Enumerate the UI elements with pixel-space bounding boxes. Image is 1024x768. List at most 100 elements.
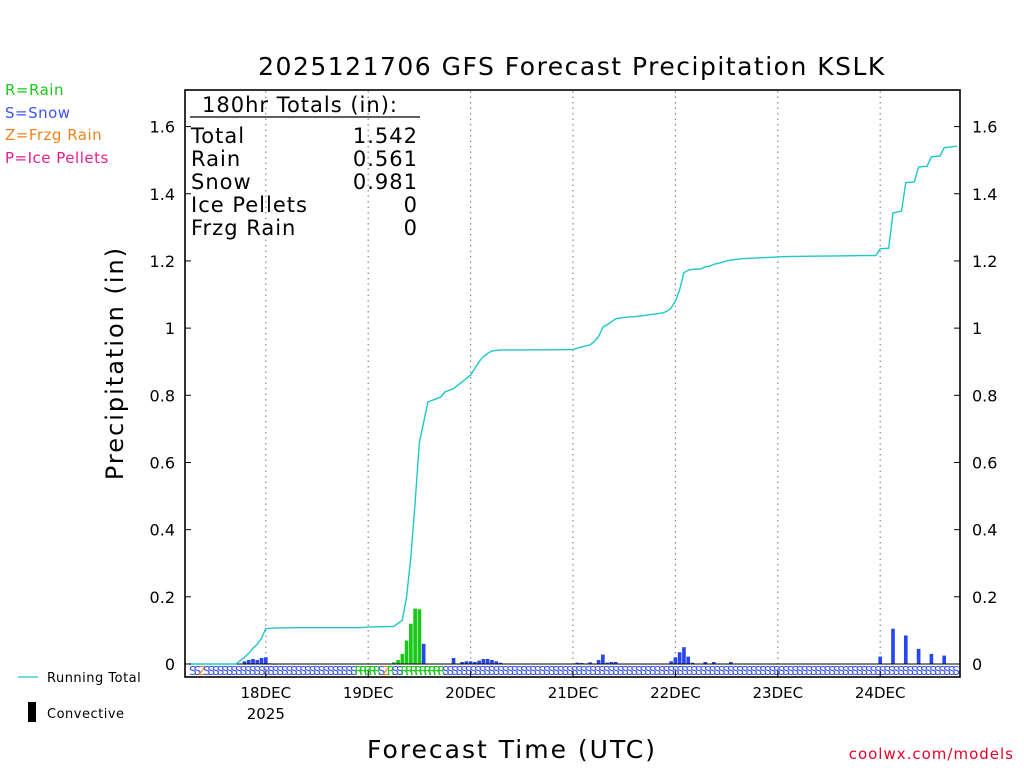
type-strip-char: S	[695, 664, 703, 678]
type-strip-char: S	[847, 664, 855, 678]
type-strip-char: S	[916, 664, 924, 678]
precip-bar	[601, 654, 605, 664]
type-strip-char: S	[920, 664, 928, 678]
type-strip-char: S	[589, 664, 597, 678]
type-strip-char: S	[856, 664, 864, 678]
totals-row-value: 0	[404, 216, 418, 240]
type-strip-char: S	[534, 664, 542, 678]
type-strip-char: R	[405, 664, 413, 678]
type-strip-char: S	[865, 664, 873, 678]
type-strip-char: S	[699, 664, 707, 678]
precip-bar	[677, 652, 682, 664]
precip-bar	[251, 658, 255, 664]
type-strip-char: S	[391, 664, 399, 678]
precip-bar	[468, 661, 473, 664]
precip-bar	[686, 656, 691, 664]
x-tick-label: 21DEC	[548, 684, 599, 702]
type-strip-char: S	[713, 664, 721, 678]
y-tick-label-left: 1.4	[150, 185, 175, 204]
type-strip-char: R	[428, 664, 436, 678]
totals-row-value: 0.561	[353, 147, 418, 171]
precip-bar	[929, 653, 934, 664]
type-strip-char: R	[414, 664, 422, 678]
precip-bar	[878, 656, 883, 664]
type-strip-char: S	[207, 664, 215, 678]
totals-row-label: Total	[190, 124, 245, 148]
totals-row-label: Snow	[191, 170, 252, 194]
type-strip-char: S	[290, 664, 298, 678]
type-strip-char: S	[690, 664, 698, 678]
credit-link[interactable]: coolwx.com/models	[848, 745, 1014, 763]
precip-bar	[916, 648, 921, 664]
precip-bar	[494, 661, 499, 664]
type-strip-char: S	[663, 664, 671, 678]
precip-bar	[242, 661, 247, 664]
type-strip-char: Z	[382, 664, 390, 678]
type-strip-char: S	[506, 664, 514, 678]
type-strip-char: S	[221, 664, 229, 678]
x-tick-label: 19DEC	[343, 684, 394, 702]
y-tick-label-right: 0.6	[972, 453, 997, 472]
type-strip-char: S	[516, 664, 524, 678]
type-strip-char: S	[502, 664, 510, 678]
type-strip-char: S	[548, 664, 556, 678]
precip-bar	[605, 662, 609, 664]
y-tick-label-right: 0.2	[972, 588, 997, 607]
precip-bar	[255, 659, 260, 664]
type-strip-char: S	[750, 664, 758, 678]
type-strip-char: S	[833, 664, 841, 678]
type-strip-char: S	[493, 664, 501, 678]
type-strip-char: S	[764, 664, 772, 678]
type-strip-char: S	[244, 664, 252, 678]
type-strip-char: S	[741, 664, 749, 678]
type-strip-char: R	[419, 664, 427, 678]
precip-bar	[421, 643, 426, 664]
precip-bar	[690, 662, 695, 664]
y-axis-label: Precipitation (in)	[101, 246, 129, 480]
type-strip-char: S	[612, 664, 620, 678]
type-strip-char: S	[267, 664, 275, 678]
type-strip-char: S	[787, 664, 795, 678]
y-tick-label-left: 1.2	[150, 252, 175, 271]
type-strip-char: S	[773, 664, 781, 678]
precip-bar	[579, 662, 584, 664]
type-strip-char: S	[939, 664, 947, 678]
type-strip-char: S	[870, 664, 878, 678]
type-strip-char: S	[952, 664, 960, 678]
precip-bar	[485, 658, 490, 664]
type-strip-char: S	[732, 664, 740, 678]
y-tick-label-left: 1	[165, 319, 175, 338]
type-strip-char: S	[709, 664, 717, 678]
type-strip-char: S	[686, 664, 694, 678]
type-strip-char: S	[879, 664, 887, 678]
type-strip-char: S	[571, 664, 579, 678]
precip-bar	[404, 640, 409, 664]
x-axis-label: Forecast Time (UTC)	[367, 735, 657, 764]
type-strip-char: S	[759, 664, 767, 678]
precip-bar	[451, 657, 456, 664]
type-strip-char: S	[286, 664, 294, 678]
legend-frzg-rain: Z=Frzg Rain	[5, 126, 103, 144]
type-strip-char: S	[258, 664, 266, 678]
type-strip-char: S	[552, 664, 560, 678]
type-strip-char: S	[226, 664, 234, 678]
type-strip-char: S	[814, 664, 822, 678]
type-strip-char: S	[566, 664, 574, 678]
y-tick-label-right: 1	[972, 319, 982, 338]
type-strip-char: S	[322, 664, 330, 678]
type-strip-char: R	[410, 664, 418, 678]
type-strip-char: R	[373, 664, 381, 678]
precip-bar	[417, 609, 422, 664]
precip-bar	[609, 661, 614, 664]
type-strip-char: S	[828, 664, 836, 678]
x-tick-label: 20DEC	[445, 684, 496, 702]
running-total-legend-label: Running Total	[47, 671, 141, 686]
precip-bar	[396, 659, 400, 664]
x-tick-label: 22DEC	[650, 684, 701, 702]
precip-bars	[242, 608, 947, 665]
totals-row-value: 0	[404, 193, 418, 217]
precip-bar	[498, 662, 503, 664]
totals-row-label: Frzg Rain	[191, 216, 296, 240]
